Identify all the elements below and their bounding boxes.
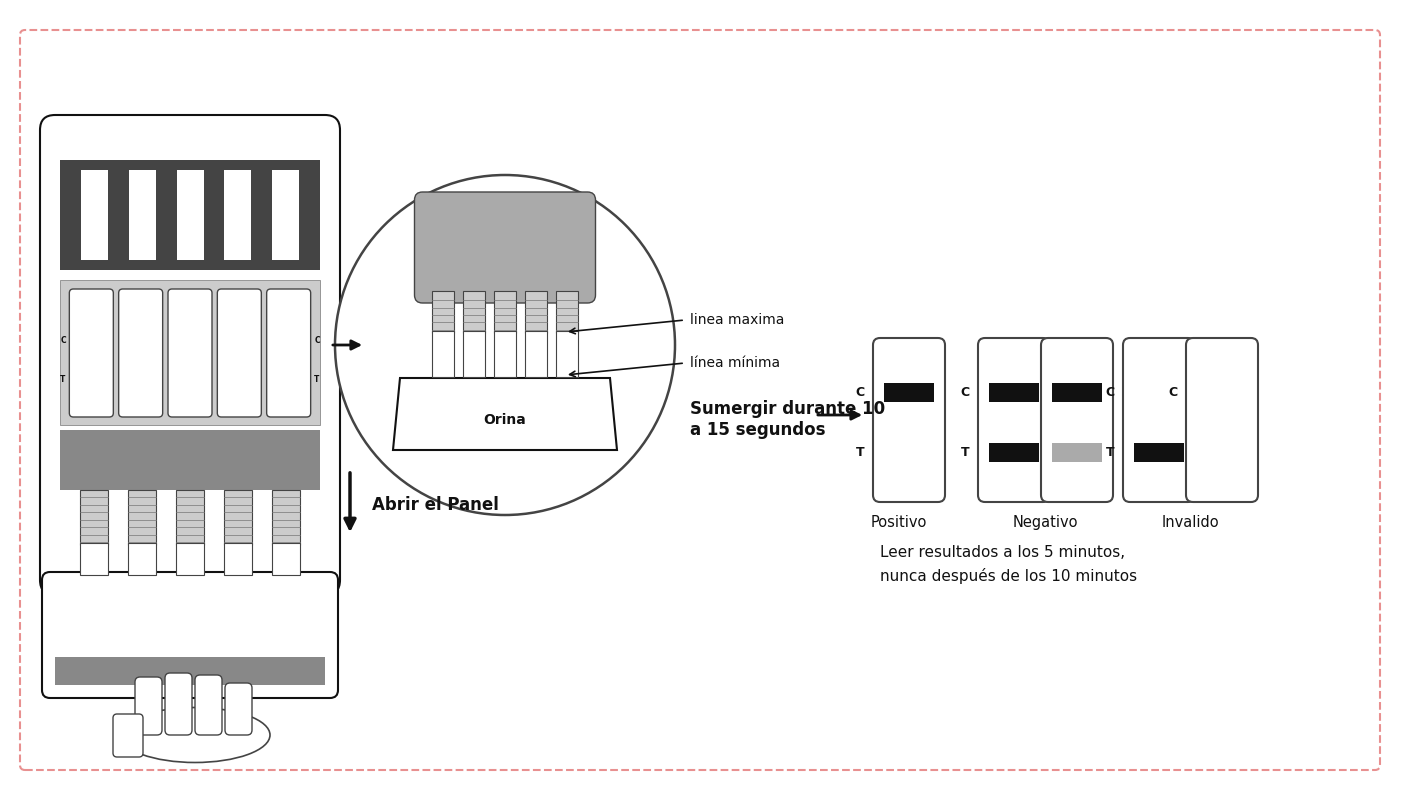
FancyBboxPatch shape	[266, 289, 311, 417]
Bar	[462, 291, 485, 333]
Bar	[127, 490, 156, 545]
Bar	[224, 170, 251, 260]
Bar	[884, 382, 934, 402]
Text: línea mínima: línea mínima	[691, 356, 780, 370]
Bar	[177, 543, 205, 575]
Text: T: T	[856, 446, 864, 459]
Text: C: C	[1105, 386, 1115, 399]
Bar	[80, 490, 108, 545]
FancyBboxPatch shape	[69, 289, 113, 417]
Bar	[1052, 442, 1103, 462]
Bar	[272, 170, 300, 260]
Text: Sumergir durante 10
a 15 segundos: Sumergir durante 10 a 15 segundos	[691, 400, 885, 438]
Text: C: C	[314, 335, 319, 345]
Text: C: C	[961, 386, 969, 399]
Text: T: T	[60, 375, 66, 385]
Text: T: T	[961, 446, 969, 459]
Text: Leer resultados a los 5 minutos,
nunca después de los 10 minutos: Leer resultados a los 5 minutos, nunca d…	[880, 545, 1138, 584]
FancyBboxPatch shape	[119, 289, 163, 417]
FancyBboxPatch shape	[195, 675, 221, 735]
Text: C: C	[60, 335, 66, 345]
FancyBboxPatch shape	[1187, 338, 1258, 502]
Text: C: C	[1024, 386, 1033, 399]
Bar	[127, 543, 156, 575]
FancyBboxPatch shape	[226, 683, 252, 735]
Bar	[432, 331, 454, 377]
Text: T: T	[1024, 446, 1033, 459]
Bar	[224, 543, 252, 575]
Text: Negativo: Negativo	[1013, 515, 1079, 530]
Bar	[495, 291, 516, 333]
Bar	[55, 657, 325, 685]
Bar	[525, 291, 548, 333]
Bar	[556, 331, 579, 377]
FancyBboxPatch shape	[217, 289, 262, 417]
Bar	[272, 490, 300, 545]
Bar	[1133, 442, 1184, 462]
Bar	[495, 331, 516, 377]
Text: T: T	[1105, 446, 1114, 459]
Bar	[177, 490, 205, 545]
FancyBboxPatch shape	[168, 289, 212, 417]
Polygon shape	[394, 378, 616, 450]
FancyBboxPatch shape	[134, 677, 163, 735]
Text: Abrir el Panel: Abrir el Panel	[373, 496, 499, 514]
Ellipse shape	[120, 707, 270, 762]
FancyBboxPatch shape	[1041, 338, 1112, 502]
Text: linea maxima: linea maxima	[691, 313, 785, 327]
Text: T: T	[1168, 446, 1177, 459]
FancyBboxPatch shape	[113, 714, 143, 757]
Bar	[432, 291, 454, 333]
Text: T: T	[314, 375, 319, 385]
Bar	[60, 430, 319, 490]
Text: Positivo: Positivo	[871, 515, 927, 530]
Bar	[272, 543, 300, 575]
FancyBboxPatch shape	[42, 572, 338, 698]
Text: Orina: Orina	[483, 413, 527, 427]
Bar	[224, 490, 252, 545]
Bar	[1052, 382, 1103, 402]
FancyBboxPatch shape	[873, 338, 946, 502]
Bar	[177, 170, 203, 260]
Bar	[60, 280, 319, 425]
Bar	[129, 170, 156, 260]
Bar	[80, 543, 108, 575]
Bar	[462, 331, 485, 377]
FancyBboxPatch shape	[41, 115, 340, 595]
FancyBboxPatch shape	[1124, 338, 1195, 502]
Circle shape	[335, 175, 675, 515]
FancyBboxPatch shape	[415, 192, 595, 303]
Text: Invalido: Invalido	[1161, 515, 1219, 530]
Bar	[60, 160, 319, 270]
FancyBboxPatch shape	[165, 673, 192, 735]
Text: C: C	[1168, 386, 1178, 399]
Bar	[81, 170, 108, 260]
Bar	[525, 331, 548, 377]
Bar	[989, 382, 1040, 402]
FancyBboxPatch shape	[978, 338, 1049, 502]
Bar	[556, 291, 579, 333]
Bar	[989, 442, 1040, 462]
Text: C: C	[856, 386, 864, 399]
